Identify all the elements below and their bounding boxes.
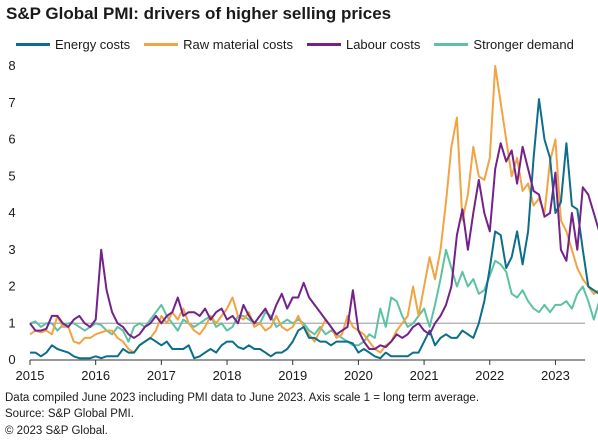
series-line-demand xyxy=(29,248,598,347)
series-line-labour xyxy=(29,142,598,350)
legend: Energy costs Raw material costs Labour c… xyxy=(16,35,574,53)
series-line-raw-material xyxy=(29,65,598,354)
y-tick-label: 1 xyxy=(8,315,15,330)
footnote-source: Source: S&P Global PMI. xyxy=(5,408,134,420)
x-tick-label: 2022 xyxy=(475,368,504,383)
y-tick-label: 3 xyxy=(8,242,15,257)
y-tick-label: 5 xyxy=(8,168,15,183)
x-tick-label: 2021 xyxy=(410,368,439,383)
chart-title: S&P Global PMI: drivers of higher sellin… xyxy=(6,4,392,23)
legend-label-energy: Energy costs xyxy=(55,36,131,52)
y-tick-label: 0 xyxy=(8,352,15,367)
footnote-data-compiled: Data compiled June 2023 including PMI da… xyxy=(5,392,480,404)
legend-swatch-labour xyxy=(306,42,341,46)
series-line-energy xyxy=(30,98,598,360)
x-tick-label: 2020 xyxy=(344,368,373,383)
legend-label-raw-material: Raw material costs xyxy=(183,36,293,52)
legend-item-raw-material: Raw material costs xyxy=(144,35,293,53)
legend-swatch-energy xyxy=(16,42,50,46)
x-tick-label: 2023 xyxy=(541,368,570,383)
x-tick-label: 2015 xyxy=(16,368,45,383)
y-tick-label: 7 xyxy=(8,95,15,110)
y-tick-label: 8 xyxy=(8,58,15,73)
legend-label-labour: Labour costs xyxy=(345,36,421,52)
y-tick-label: 6 xyxy=(8,132,15,147)
legend-item-energy: Energy costs xyxy=(16,35,130,53)
legend-item-demand: Stronger demand xyxy=(434,35,574,53)
legend-label-demand: Stronger demand xyxy=(473,36,574,52)
y-tick-label: 2 xyxy=(8,279,15,294)
x-tick-label: 2017 xyxy=(147,368,176,383)
y-tick-label: 4 xyxy=(8,205,15,220)
x-tick-label: 2016 xyxy=(81,368,110,383)
x-tick-label: 2019 xyxy=(278,368,307,383)
line-chart: 0 1 2 3 4 5 6 7 8 2015 2016 2017 2018 2019 2020 2021 202… xyxy=(8,58,598,383)
legend-swatch-raw-material xyxy=(144,42,179,46)
legend-item-labour: Labour costs xyxy=(306,35,421,53)
x-tick-label: 2018 xyxy=(213,368,242,383)
legend-swatch-demand xyxy=(434,42,469,46)
footnote-copyright: © 2023 S&P Global. xyxy=(5,425,108,437)
